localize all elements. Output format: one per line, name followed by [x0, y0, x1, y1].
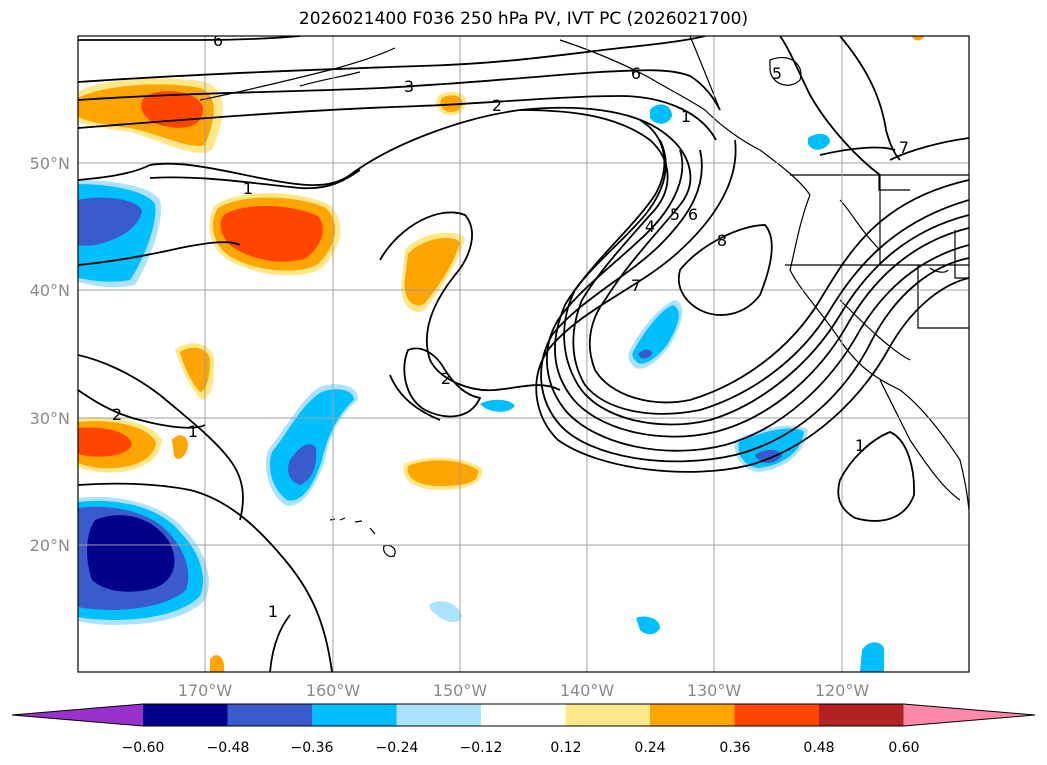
colorbar-segment: [565, 704, 651, 726]
colorbar-segment: [819, 704, 904, 726]
lat-label: 30°N: [30, 409, 70, 428]
colorbar-tick: 0.48: [803, 740, 834, 756]
colorbar-tick-labels: −0.60 −0.48 −0.36 −0.24 −0.12 0.12 0.24 …: [122, 740, 920, 756]
contour-label: 7: [631, 276, 641, 295]
contour-label: 2: [492, 96, 502, 115]
lon-label: 140°W: [560, 681, 615, 700]
lon-label: 150°W: [433, 681, 488, 700]
pv-anomaly-fills: [78, 36, 924, 672]
colorbar-tick: −0.24: [376, 740, 419, 756]
longitude-labels: 170°W 160°W 150°W 140°W 130°W 120°W: [178, 681, 870, 700]
contour-label: 1: [268, 602, 278, 621]
colorbar-tick: 0.12: [550, 740, 581, 756]
colorbar-segment: [734, 704, 820, 726]
colorbar-tick: −0.48: [207, 740, 250, 756]
contour-label: 5: [772, 64, 782, 83]
contour-label: 2: [441, 369, 451, 388]
contour-label: 1: [681, 107, 691, 126]
contour-label: 6: [631, 64, 641, 83]
colorbar-tick: 0.60: [888, 740, 919, 756]
colorbar-segment: [143, 704, 228, 726]
latitude-labels: 50°N 40°N 30°N 20°N: [30, 154, 70, 555]
map-title: 2026021400 F036 250 hPa PV, IVT PC (2026…: [298, 9, 749, 29]
colorbar-segment: [396, 704, 482, 726]
colorbar-tick: 0.24: [634, 740, 665, 756]
colorbar-tick: 0.36: [719, 740, 750, 756]
colorbar-segment: [650, 704, 735, 726]
colorbar-tick: −0.60: [122, 740, 165, 756]
contour-labels: 6 3 2 6 5 1 7 4 5 6 8 7 2 2 1 1 1 1: [112, 31, 909, 621]
colorbar: [11, 703, 1036, 727]
colorbar-segment: [312, 704, 397, 726]
lat-label: 50°N: [30, 154, 70, 173]
colorbar-extend-min: [12, 704, 143, 726]
colorbar-extend-max: [903, 704, 1035, 726]
colorbar-tick: −0.12: [460, 740, 503, 756]
ivt-contours: [78, 36, 969, 672]
lon-label: 160°W: [306, 681, 361, 700]
lat-label: 20°N: [30, 536, 70, 555]
contour-label: 7: [899, 138, 909, 157]
colorbar-segment: [481, 704, 566, 726]
lon-label: 120°W: [815, 681, 870, 700]
contour-label: 4: [645, 217, 655, 236]
contour-label: 1: [855, 436, 865, 455]
colorbar-outline: [11, 703, 1036, 727]
colorbar-tick: −0.36: [291, 740, 334, 756]
lon-label: 130°W: [687, 681, 742, 700]
contour-label: 6: [688, 205, 698, 224]
contour-label: 1: [188, 422, 198, 441]
map-frame: [77, 35, 970, 673]
contour-label: 5: [670, 205, 680, 224]
contour-label: 2: [112, 405, 122, 424]
lon-label: 170°W: [178, 681, 233, 700]
contour-label: 3: [404, 77, 414, 96]
colorbar-segment: [227, 704, 313, 726]
contour-label: 8: [717, 231, 727, 250]
contour-label: 6: [213, 31, 223, 50]
lat-label: 40°N: [30, 281, 70, 300]
gridlines: [78, 36, 969, 672]
contour-label: 1: [243, 179, 253, 198]
